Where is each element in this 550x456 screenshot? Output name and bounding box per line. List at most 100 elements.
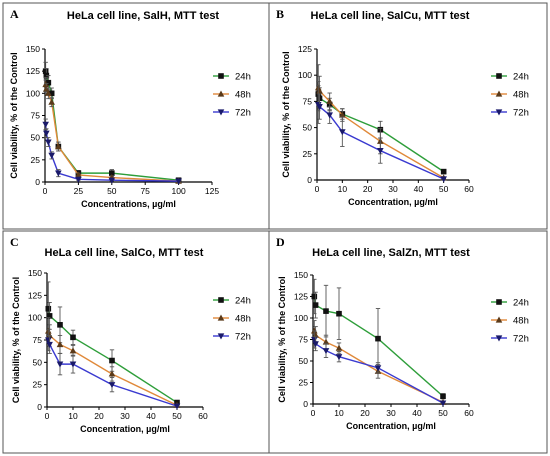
series-line-24h [47, 308, 178, 404]
y-axis-label: Cell viability, % of the Control [281, 51, 291, 177]
y-tick-label: 0 [303, 399, 308, 409]
y-tick-label: 150 [28, 268, 42, 278]
series-line-24h [44, 71, 179, 181]
x-tick-label: 30 [388, 184, 398, 194]
data-point-72h [175, 178, 182, 185]
data-point-72h [316, 104, 323, 111]
x-tick-label: 30 [120, 411, 130, 421]
x-tick-label: 20 [94, 411, 104, 421]
series-72h [45, 328, 181, 410]
x-tick-label: 75 [140, 186, 150, 196]
series-24h [311, 278, 446, 400]
x-tick-label: 100 [172, 186, 186, 196]
y-tick-label: 150 [294, 270, 308, 280]
x-tick-label: 40 [414, 184, 424, 194]
panel-d: D HeLa cell line, SalZn, MTT test 0 25 50 75 1… [268, 230, 548, 454]
x-tick-label: 10 [338, 184, 348, 194]
data-point-72h [312, 341, 319, 348]
panel-frame [268, 230, 548, 454]
x-tick-label: 50 [438, 408, 448, 418]
y-tick-label: 100 [28, 313, 42, 323]
y-tick-label: 50 [33, 357, 43, 367]
data-point-72h [339, 129, 346, 136]
panel-a: A HeLa cell line, SalH, MTT test 0 25 50 75 10… [2, 2, 270, 230]
data-point-24h [311, 293, 318, 300]
x-tick-label: 0 [311, 408, 316, 418]
legend-label-24h: 24h [513, 298, 529, 309]
y-tick-label: 25 [33, 380, 43, 390]
x-tick-label: 50 [439, 184, 449, 194]
data-point-24h [46, 313, 53, 319]
legend-label-72h: 72h [235, 108, 251, 119]
legend-label-72h: 72h [513, 108, 529, 119]
y-tick-label: 75 [299, 335, 309, 345]
legend-marker-24h [218, 73, 224, 79]
data-point-24h [323, 308, 329, 314]
x-tick-label: 40 [146, 411, 156, 421]
legend-marker-48h [495, 316, 503, 323]
data-point-24h [70, 334, 76, 341]
data-point-72h [335, 354, 343, 361]
y-tick-label: 0 [37, 402, 42, 412]
y-tick-label: 125 [298, 44, 312, 54]
panel-c: C HeLa cell line, SalCo, MTT test 0 25 50 75 1… [2, 230, 270, 454]
data-point-72h [374, 365, 382, 372]
y-tick-label: 125 [294, 292, 308, 302]
data-point-24h [109, 170, 115, 176]
data-point-24h [440, 393, 446, 400]
panel-letter: B [276, 7, 284, 21]
y-tick-label: 75 [303, 96, 313, 106]
series-72h [42, 118, 182, 185]
data-point-72h [108, 177, 116, 184]
series-line-24h [317, 93, 445, 173]
data-point-72h [75, 176, 82, 183]
data-point-72h [46, 341, 53, 348]
x-tick-label: 50 [107, 186, 117, 196]
series-48h [42, 76, 182, 184]
y-tick-label: 100 [298, 70, 312, 80]
legend-marker-48h [217, 90, 225, 97]
data-point-72h [108, 382, 116, 389]
data-point-24h [336, 310, 342, 317]
x-tick-label: 40 [412, 408, 422, 418]
data-point-72h [439, 400, 447, 407]
legend-label-48h: 48h [235, 314, 251, 325]
panel-letter: A [10, 7, 19, 21]
legend-marker-24h [218, 297, 224, 303]
panel-frame [2, 230, 270, 454]
panel-title: HeLa cell line, SalCo, MTT test [45, 247, 204, 259]
x-tick-label: 30 [386, 408, 396, 418]
panel-title: HeLa cell line, SalCu, MTT test [311, 10, 470, 22]
data-point-72h [42, 121, 49, 128]
x-tick-label: 25 [74, 186, 84, 196]
panel-frame [268, 2, 548, 230]
legend-marker-48h [495, 90, 503, 97]
y-tick-label: 0 [307, 175, 312, 185]
data-point-48h [75, 171, 82, 178]
data-point-48h [56, 340, 64, 348]
data-point-72h [48, 152, 55, 159]
data-point-24h [375, 335, 381, 342]
y-tick-label: 50 [303, 123, 313, 133]
x-tick-label: 10 [334, 408, 344, 418]
data-point-72h [440, 176, 447, 183]
data-point-48h [326, 97, 333, 104]
legend-marker-24h [496, 73, 502, 79]
data-point-72h [326, 112, 333, 119]
legend-label-48h: 48h [235, 90, 251, 101]
data-point-24h [109, 357, 115, 364]
data-point-24h [57, 322, 63, 328]
legend-label-72h: 72h [235, 332, 251, 343]
data-point-48h [108, 370, 116, 377]
panel-title: HeLa cell line, SalZn, MTT test [312, 247, 470, 259]
data-point-72h [45, 139, 52, 146]
data-point-72h [43, 130, 50, 137]
series-line-48h [317, 87, 445, 179]
x-tick-label: 20 [363, 184, 373, 194]
y-tick-label: 75 [33, 335, 43, 345]
legend-marker-72h [495, 335, 503, 342]
panel-letter: C [10, 235, 19, 249]
data-point-72h [173, 403, 181, 410]
data-point-48h [45, 89, 52, 96]
